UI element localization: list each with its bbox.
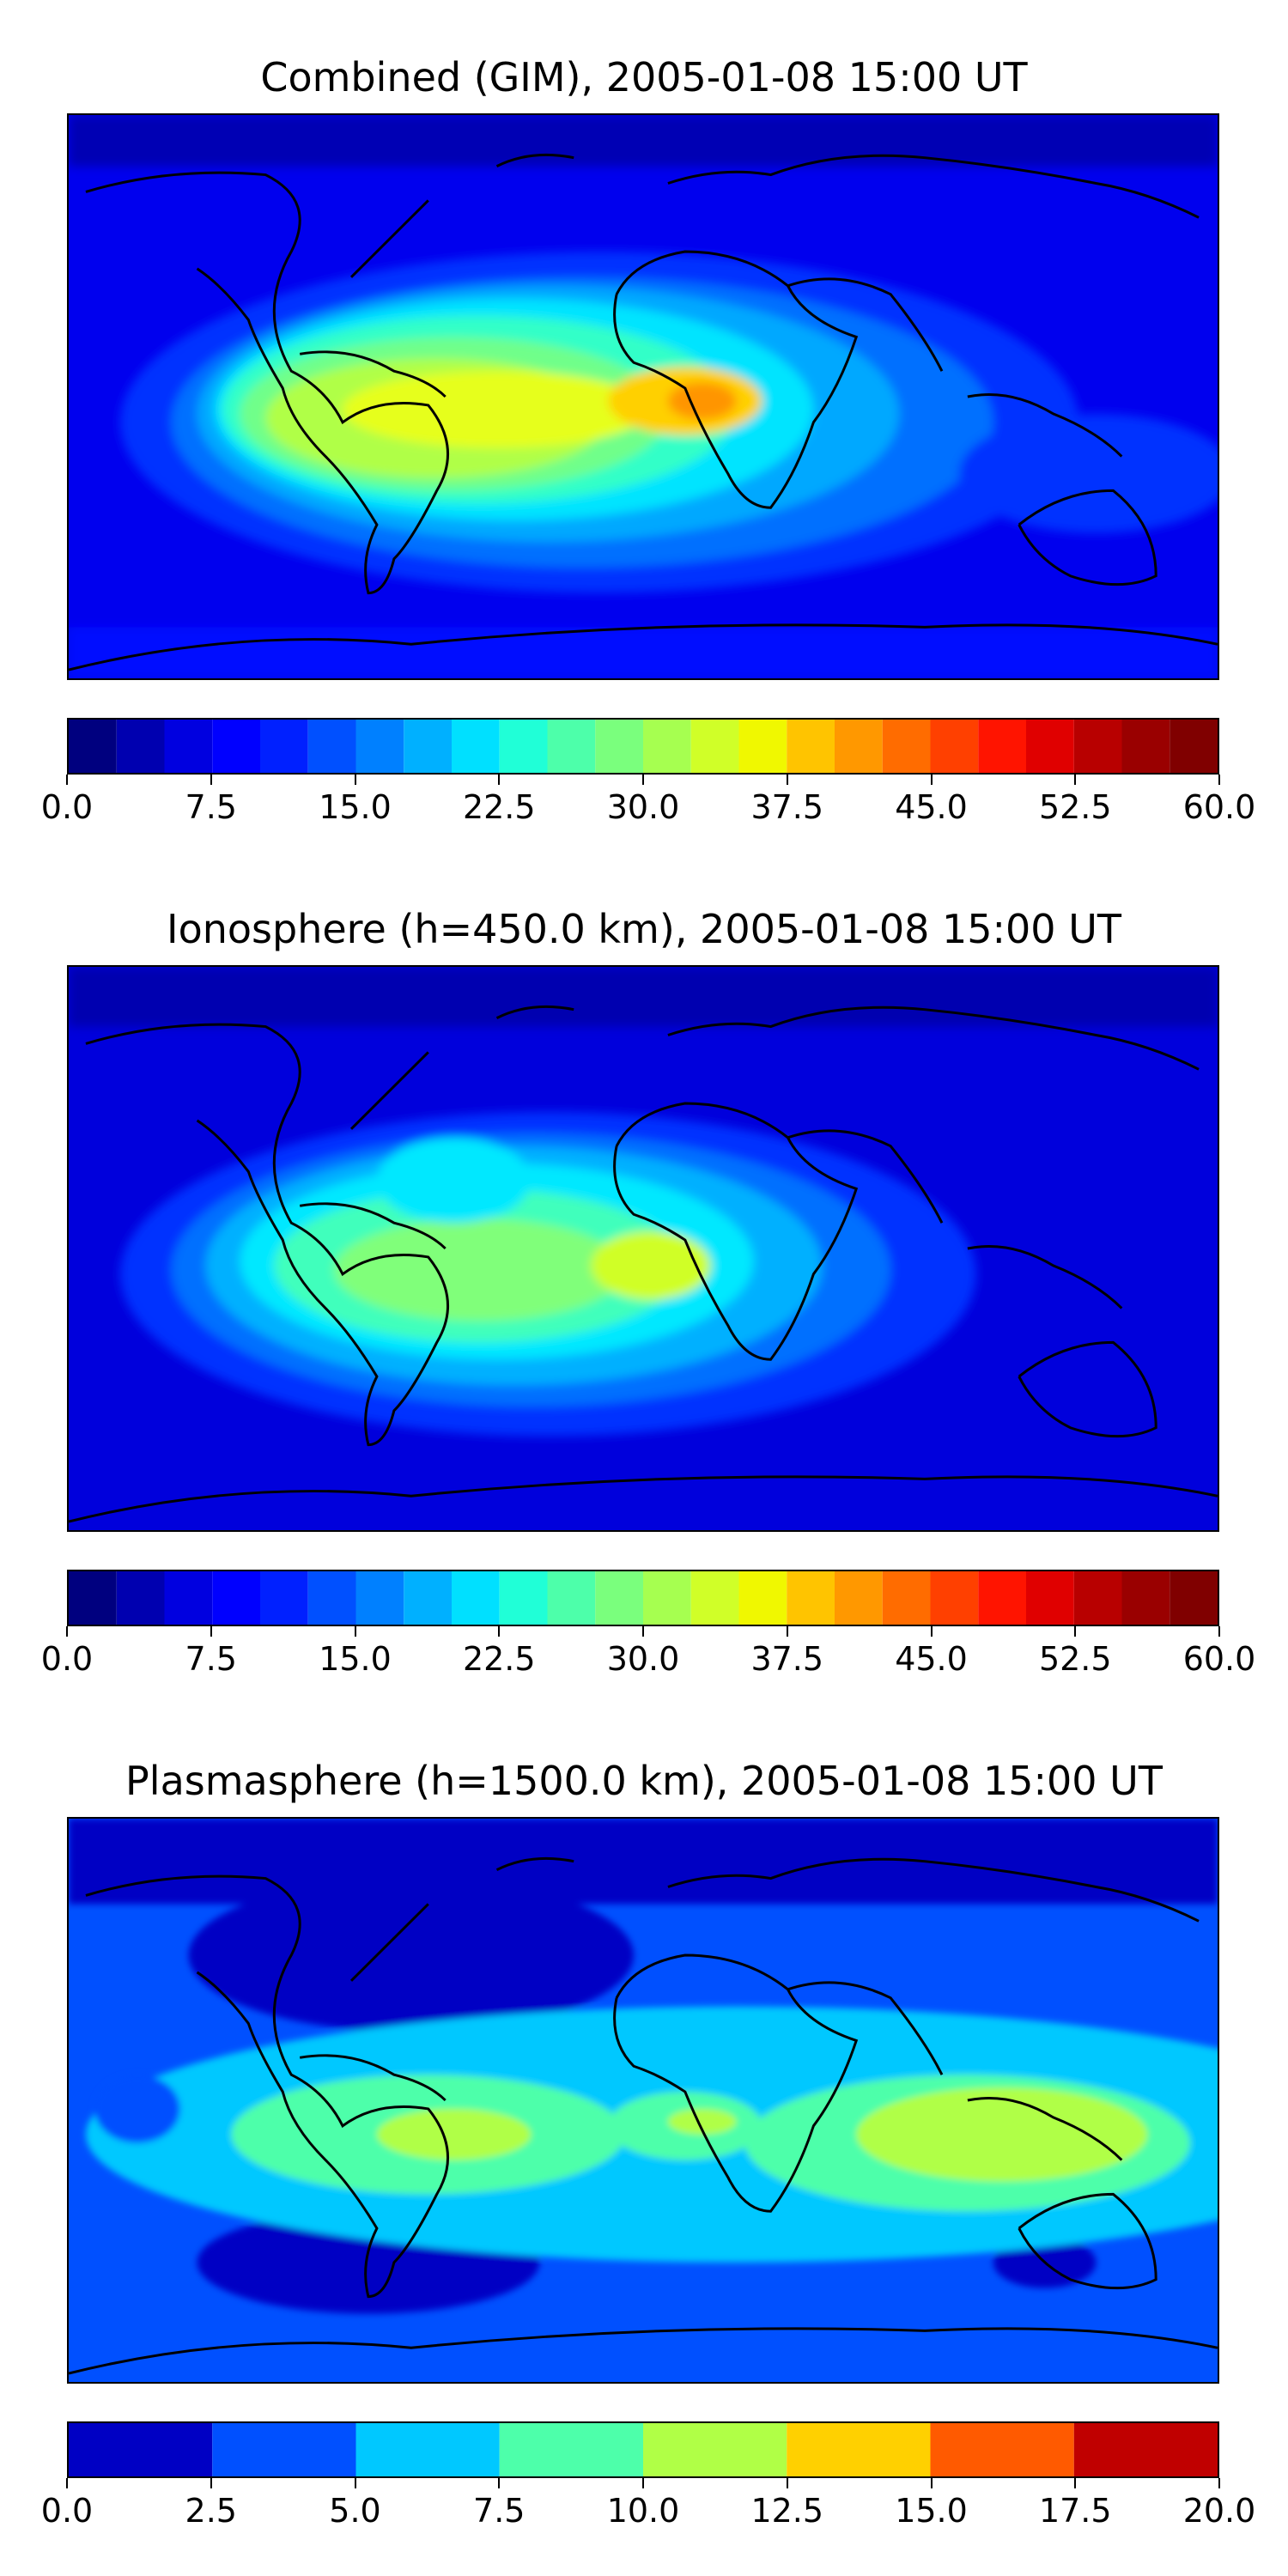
tick-label: 60.0 [1182,788,1256,826]
colorbar-ticks-ionosphere: 0.0 7.5 15.0 22.5 30.0 37.5 45.0 52.5 60… [41,1626,1255,1686]
colorbar-ticks-plasmasphere: 0.0 2.5 5.0 7.5 10.0 12.5 15.0 17.5 20.0 [41,2478,1255,2538]
map-plasmasphere [67,1817,1219,2384]
tick-label: 7.5 [185,1640,237,1678]
map-ionosphere [67,965,1219,1532]
tec-contour-map-combined [69,115,1218,678]
tick-label: 0.0 [40,2492,94,2530]
tick-label: 15.0 [319,788,392,826]
tick-label: 17.5 [1038,2492,1112,2530]
tick-label: 10.0 [606,2492,680,2530]
tick-label: 30.0 [606,1640,680,1678]
tick-label: 5.0 [329,2492,381,2530]
colorbar-gradient-combined [69,720,1218,773]
tick-label: 7.5 [185,788,237,826]
colorbar-ticks-combined: 0.0 7.5 15.0 22.5 30.0 37.5 45.0 52.5 60… [41,775,1255,835]
tick-label: 45.0 [895,1640,968,1678]
tick-label: 45.0 [895,788,968,826]
tick-label: 22.5 [462,788,536,826]
coastlines [69,1005,1218,1523]
colorbar-gradient-plasmasphere [69,2423,1218,2476]
tick-label: 12.5 [750,2492,824,2530]
colorbar-combined [67,718,1219,775]
tick-label: 30.0 [606,788,680,826]
coastlines [69,1856,1218,2375]
tick-label: 7.5 [473,2492,526,2530]
panel-title-combined: Combined (GIM), 2005-01-08 15:00 UT [260,54,1028,100]
panel-title-ionosphere: Ionosphere (h=450.0 km), 2005-01-08 15:0… [167,906,1121,952]
colorbar-ionosphere [67,1570,1219,1626]
colorbar-gradient-ionosphere [69,1571,1218,1625]
tick-label: 20.0 [1182,2492,1256,2530]
tick-label: 60.0 [1182,1640,1256,1678]
tick-label: 0.0 [40,1640,94,1678]
tick-label: 22.5 [462,1640,536,1678]
tick-label: 37.5 [750,788,824,826]
tec-contour-map-ionosphere [69,967,1218,1530]
panel-title-plasmasphere: Plasmasphere (h=1500.0 km), 2005-01-08 1… [125,1758,1163,1804]
map-combined [67,113,1219,680]
tec-contour-map-plasmasphere [69,1819,1218,2382]
tick-label: 52.5 [1038,1640,1112,1678]
tick-label: 2.5 [185,2492,237,2530]
tick-label: 0.0 [40,788,94,826]
colorbar-plasmasphere [67,2421,1219,2478]
tick-label: 52.5 [1038,788,1112,826]
tick-label: 15.0 [895,2492,968,2530]
coastlines [69,153,1218,671]
tick-label: 15.0 [319,1640,392,1678]
tick-label: 37.5 [750,1640,824,1678]
